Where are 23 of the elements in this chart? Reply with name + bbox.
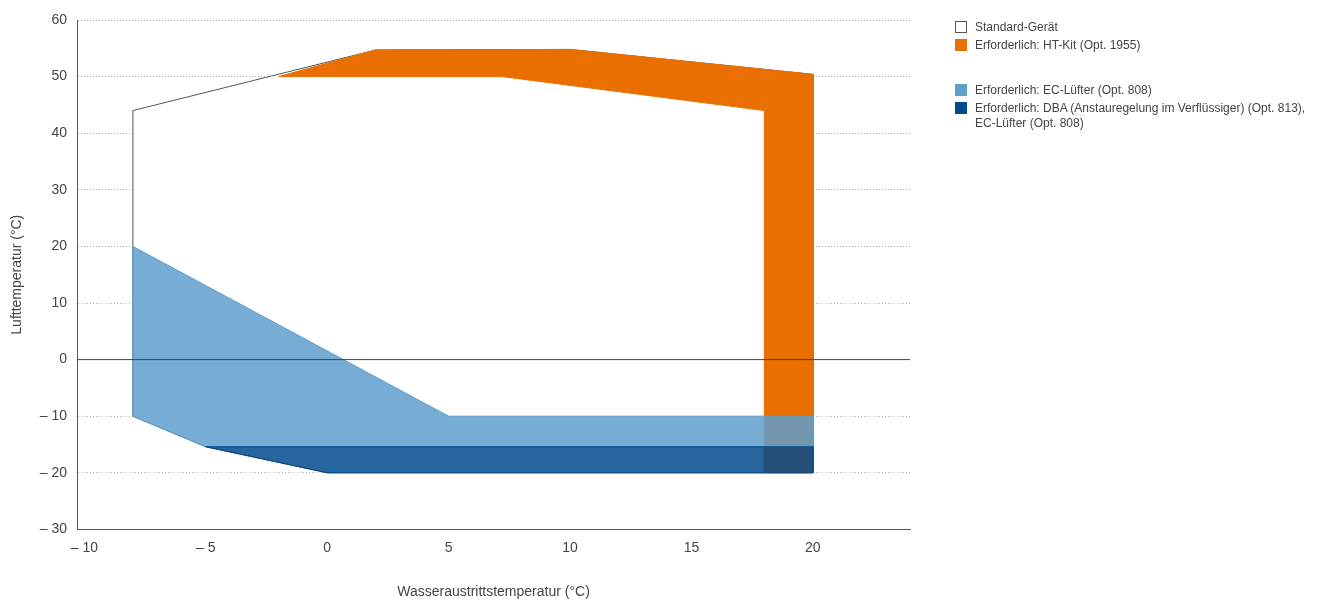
x-tick-label: 15 <box>683 538 700 555</box>
x-tick-label: – 10 <box>70 538 99 555</box>
x-tick-label: – 5 <box>196 538 216 555</box>
y-axis-title: Lufttemperatur (°C) <box>8 214 25 335</box>
y-tick-label: – 10 <box>39 407 68 424</box>
x-tick-label: 0 <box>323 538 332 555</box>
y-tick-label: – 30 <box>39 520 68 537</box>
x-tick-label: 10 <box>562 538 579 555</box>
y-tick-label: 60 <box>51 10 68 27</box>
y-tick-label: – 20 <box>39 463 68 480</box>
x-tick-label: 5 <box>444 538 453 555</box>
y-tick-label: 30 <box>51 180 68 197</box>
legend-label: Erforderlich: EC-Lüfter (Opt. 808) <box>975 83 1152 98</box>
legend-label: Erforderlich: DBA (Anstauregelung im Verflüssiger) (Opt. 813), EC-Lüfter (Opt. 808) <box>975 101 1307 131</box>
x-axis-title: Wasseraustrittstemperatur (°C) <box>397 583 590 600</box>
x-tick-label: 20 <box>805 538 821 555</box>
y-tick-label: 40 <box>51 124 68 141</box>
legend-label: Erforderlich: HT-Kit (Opt. 1955) <box>975 38 1141 53</box>
y-tick-label: 10 <box>51 293 68 310</box>
y-tick-label: 0 <box>59 350 68 367</box>
y-tick-label: 50 <box>51 67 68 84</box>
legend-label: Standard-Gerät <box>975 20 1058 35</box>
y-tick-label: 20 <box>51 237 68 254</box>
